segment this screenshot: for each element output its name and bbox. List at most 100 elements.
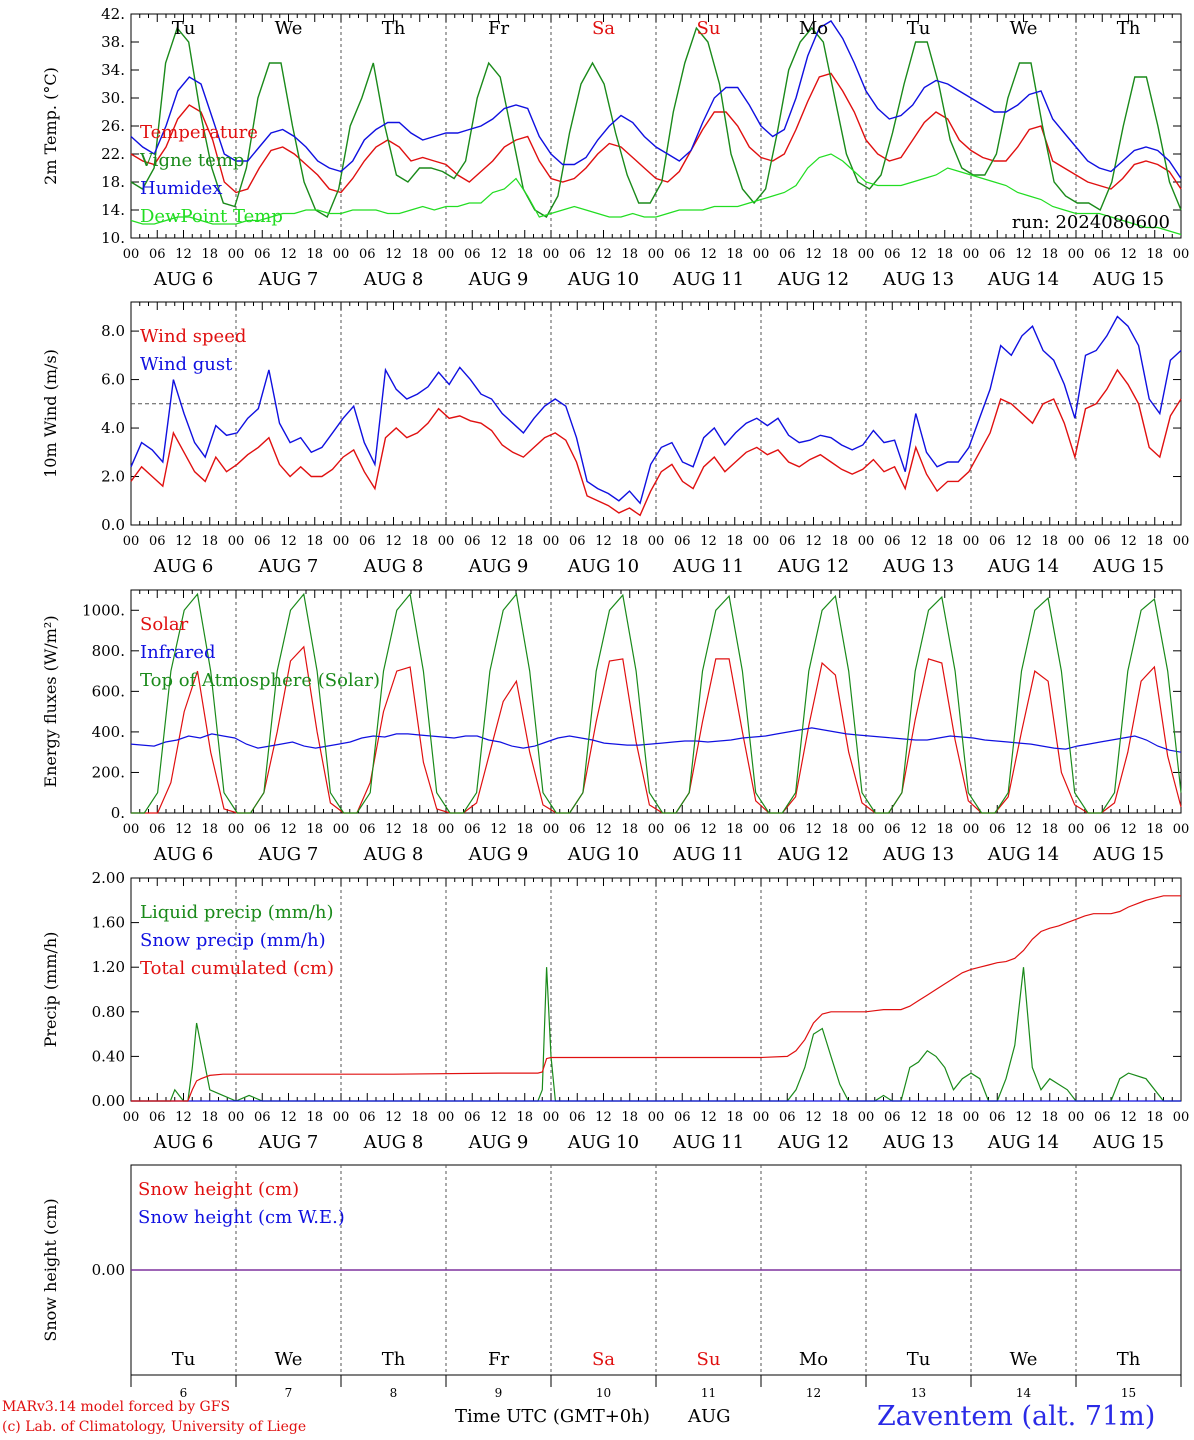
date-label: AUG 11 <box>672 269 744 290</box>
hour-tick-label: 06 <box>359 247 376 262</box>
y-tick-label: 1.20 <box>92 958 125 976</box>
series-line-humidex <box>130 20 1182 179</box>
hour-tick-label: 00 <box>333 822 350 837</box>
hour-tick-label: 18 <box>936 534 953 549</box>
weekday-label: Th <box>1117 18 1141 39</box>
day-number-label: 13 <box>911 1386 926 1400</box>
hour-tick-label: 18 <box>831 822 848 837</box>
legend-entry: Wind gust <box>140 354 233 375</box>
y-tick-label: 200. <box>92 763 125 781</box>
date-label: AUG 8 <box>363 844 424 865</box>
hour-tick-label: 06 <box>569 247 586 262</box>
hour-tick-label: 18 <box>306 822 323 837</box>
y-axis-title: Energy fluxes (W/m²) <box>41 615 60 787</box>
hour-tick-label: 18 <box>936 247 953 262</box>
date-label: AUG 13 <box>882 556 954 577</box>
series-line-total-cumulated-cm- <box>131 895 1181 1102</box>
hour-tick-label: 18 <box>1041 247 1058 262</box>
date-label: AUG 7 <box>258 269 319 290</box>
hour-tick-label: 12 <box>175 1110 192 1125</box>
hour-tick-label: 18 <box>726 534 743 549</box>
hour-tick-label: 12 <box>490 247 507 262</box>
y-tick-label: 400. <box>92 723 125 741</box>
hour-tick-label: 00 <box>648 247 665 262</box>
date-label: AUG 9 <box>468 1132 529 1153</box>
hour-tick-label: 00 <box>858 1110 875 1125</box>
hour-tick-label: 00 <box>1173 1110 1190 1125</box>
hour-tick-label: 12 <box>175 534 192 549</box>
hour-tick-label: 06 <box>464 534 481 549</box>
hour-tick-label: 12 <box>385 822 402 837</box>
date-label: AUG 6 <box>153 1132 214 1153</box>
date-label: AUG 15 <box>1092 1132 1164 1153</box>
date-label: AUG 11 <box>672 556 744 577</box>
date-label: AUG 13 <box>882 1132 954 1153</box>
weekday-label: We <box>1010 18 1038 39</box>
date-label: AUG 12 <box>777 1132 849 1153</box>
hour-tick-label: 06 <box>884 534 901 549</box>
hour-tick-label: 18 <box>201 534 218 549</box>
date-label: AUG 8 <box>363 1132 424 1153</box>
legend-entry: Vigne temp <box>139 150 244 171</box>
panel-1-frame <box>130 13 1182 239</box>
date-label: AUG 7 <box>258 844 319 865</box>
hour-tick-label: 18 <box>621 822 638 837</box>
date-label: AUG 14 <box>987 1132 1059 1153</box>
hour-tick-label: 12 <box>805 534 822 549</box>
hour-tick-label: 00 <box>1068 1110 1085 1125</box>
hour-tick-label: 12 <box>805 247 822 262</box>
hour-tick-label: 00 <box>543 534 560 549</box>
day-number-label: 9 <box>495 1386 503 1400</box>
hour-tick-label: 12 <box>1015 247 1032 262</box>
y-tick-label: 34. <box>101 61 125 79</box>
weekday-label: Fr <box>488 1349 509 1370</box>
hour-tick-label: 06 <box>254 822 271 837</box>
date-label: AUG 12 <box>777 556 849 577</box>
series-line-top-of-atmosphere-solar- <box>131 592 1182 814</box>
weekday-label: Fr <box>488 18 509 39</box>
y-tick-label: 38. <box>101 33 125 51</box>
y-tick-label: 0.00 <box>92 1261 125 1279</box>
hour-tick-label: 06 <box>464 247 481 262</box>
hour-tick-label: 06 <box>884 822 901 837</box>
x-axis-month: AUG <box>688 1406 731 1427</box>
weekday-label: Tu <box>907 1349 931 1370</box>
hour-tick-label: 00 <box>333 247 350 262</box>
hour-tick-label: 12 <box>910 822 927 837</box>
legend-entry: Infrared <box>140 642 215 663</box>
y-axis-title: Precip (mm/h) <box>41 932 60 1048</box>
date-label: AUG 12 <box>777 269 849 290</box>
hour-tick-label: 12 <box>1015 534 1032 549</box>
day-number-label: 6 <box>180 1386 188 1400</box>
hour-tick-label: 06 <box>779 822 796 837</box>
y-tick-label: 800. <box>92 642 125 660</box>
hour-tick-label: 18 <box>1041 534 1058 549</box>
y-tick-label: 42. <box>101 5 125 23</box>
date-label: AUG 10 <box>567 844 639 865</box>
hour-tick-label: 18 <box>831 1110 848 1125</box>
y-tick-label: 0.80 <box>92 1003 125 1021</box>
panel-3-frame <box>130 589 1182 814</box>
hour-tick-label: 18 <box>201 1110 218 1125</box>
hour-tick-label: 06 <box>884 1110 901 1125</box>
hour-tick-label: 18 <box>1146 247 1163 262</box>
date-label: AUG 6 <box>153 556 214 577</box>
date-label: AUG 13 <box>882 269 954 290</box>
hour-tick-label: 00 <box>333 534 350 549</box>
hour-tick-label: 18 <box>621 1110 638 1125</box>
hour-tick-label: 18 <box>1041 822 1058 837</box>
hour-tick-label: 18 <box>726 247 743 262</box>
date-label: AUG 15 <box>1092 269 1164 290</box>
day-number-label: 10 <box>596 1386 611 1400</box>
hour-tick-label: 00 <box>123 247 140 262</box>
hour-tick-label: 06 <box>779 247 796 262</box>
day-number-label: 14 <box>1016 1386 1032 1400</box>
legend-entry: Solar <box>140 614 189 635</box>
hour-tick-label: 18 <box>1041 1110 1058 1125</box>
legend-entry: Temperature <box>140 122 258 143</box>
hour-tick-label: 00 <box>1173 534 1190 549</box>
weekday-label: We <box>1010 1349 1038 1370</box>
series-line-infrared <box>130 727 1182 753</box>
hour-tick-label: 12 <box>595 822 612 837</box>
